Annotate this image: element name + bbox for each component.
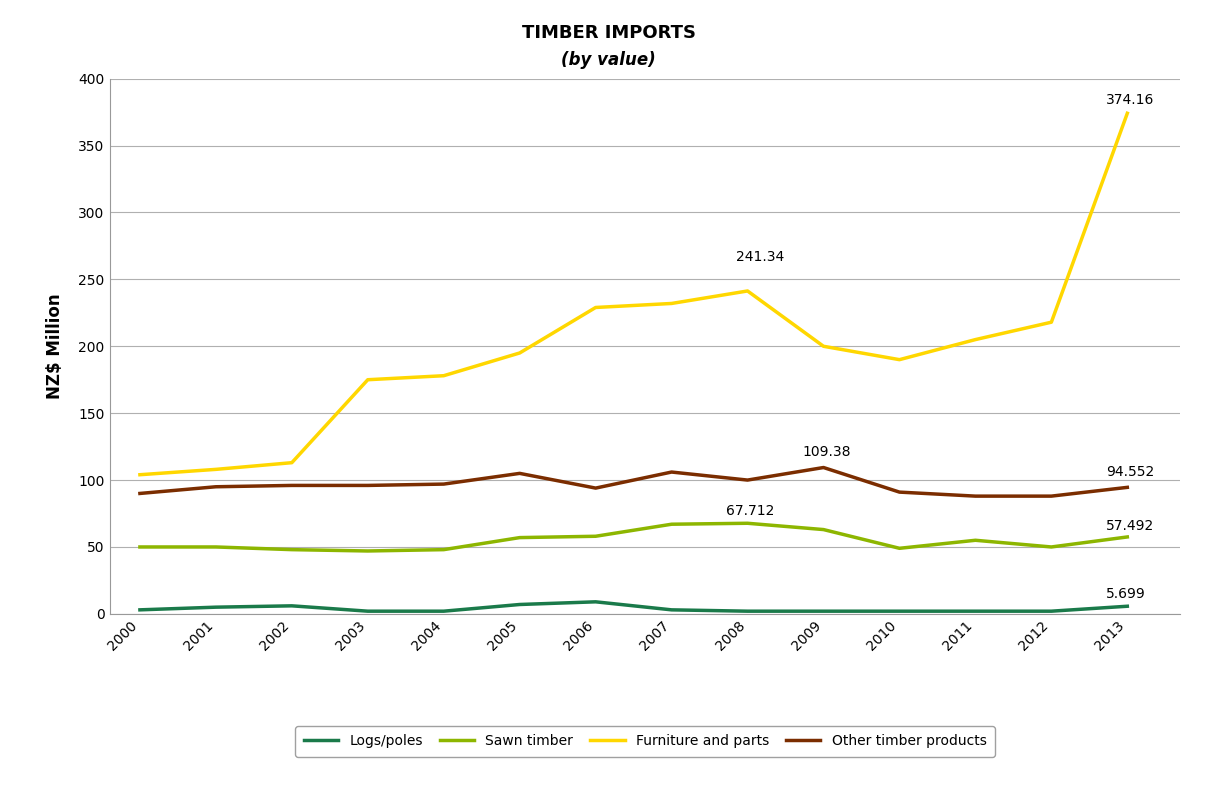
Text: 57.492: 57.492 (1106, 519, 1154, 533)
Y-axis label: NZ$ Million: NZ$ Million (46, 294, 65, 399)
Text: 109.38: 109.38 (802, 445, 851, 459)
Legend: Logs/poles, Sawn timber, Furniture and parts, Other timber products: Logs/poles, Sawn timber, Furniture and p… (296, 726, 994, 757)
Text: 67.712: 67.712 (727, 504, 775, 518)
Text: 5.699: 5.699 (1106, 587, 1145, 600)
Text: 374.16: 374.16 (1106, 93, 1155, 107)
Text: TIMBER IMPORTS: TIMBER IMPORTS (522, 24, 695, 42)
Text: 241.34: 241.34 (736, 249, 785, 264)
Text: 94.552: 94.552 (1106, 465, 1154, 479)
Text: (by value): (by value) (561, 51, 656, 69)
